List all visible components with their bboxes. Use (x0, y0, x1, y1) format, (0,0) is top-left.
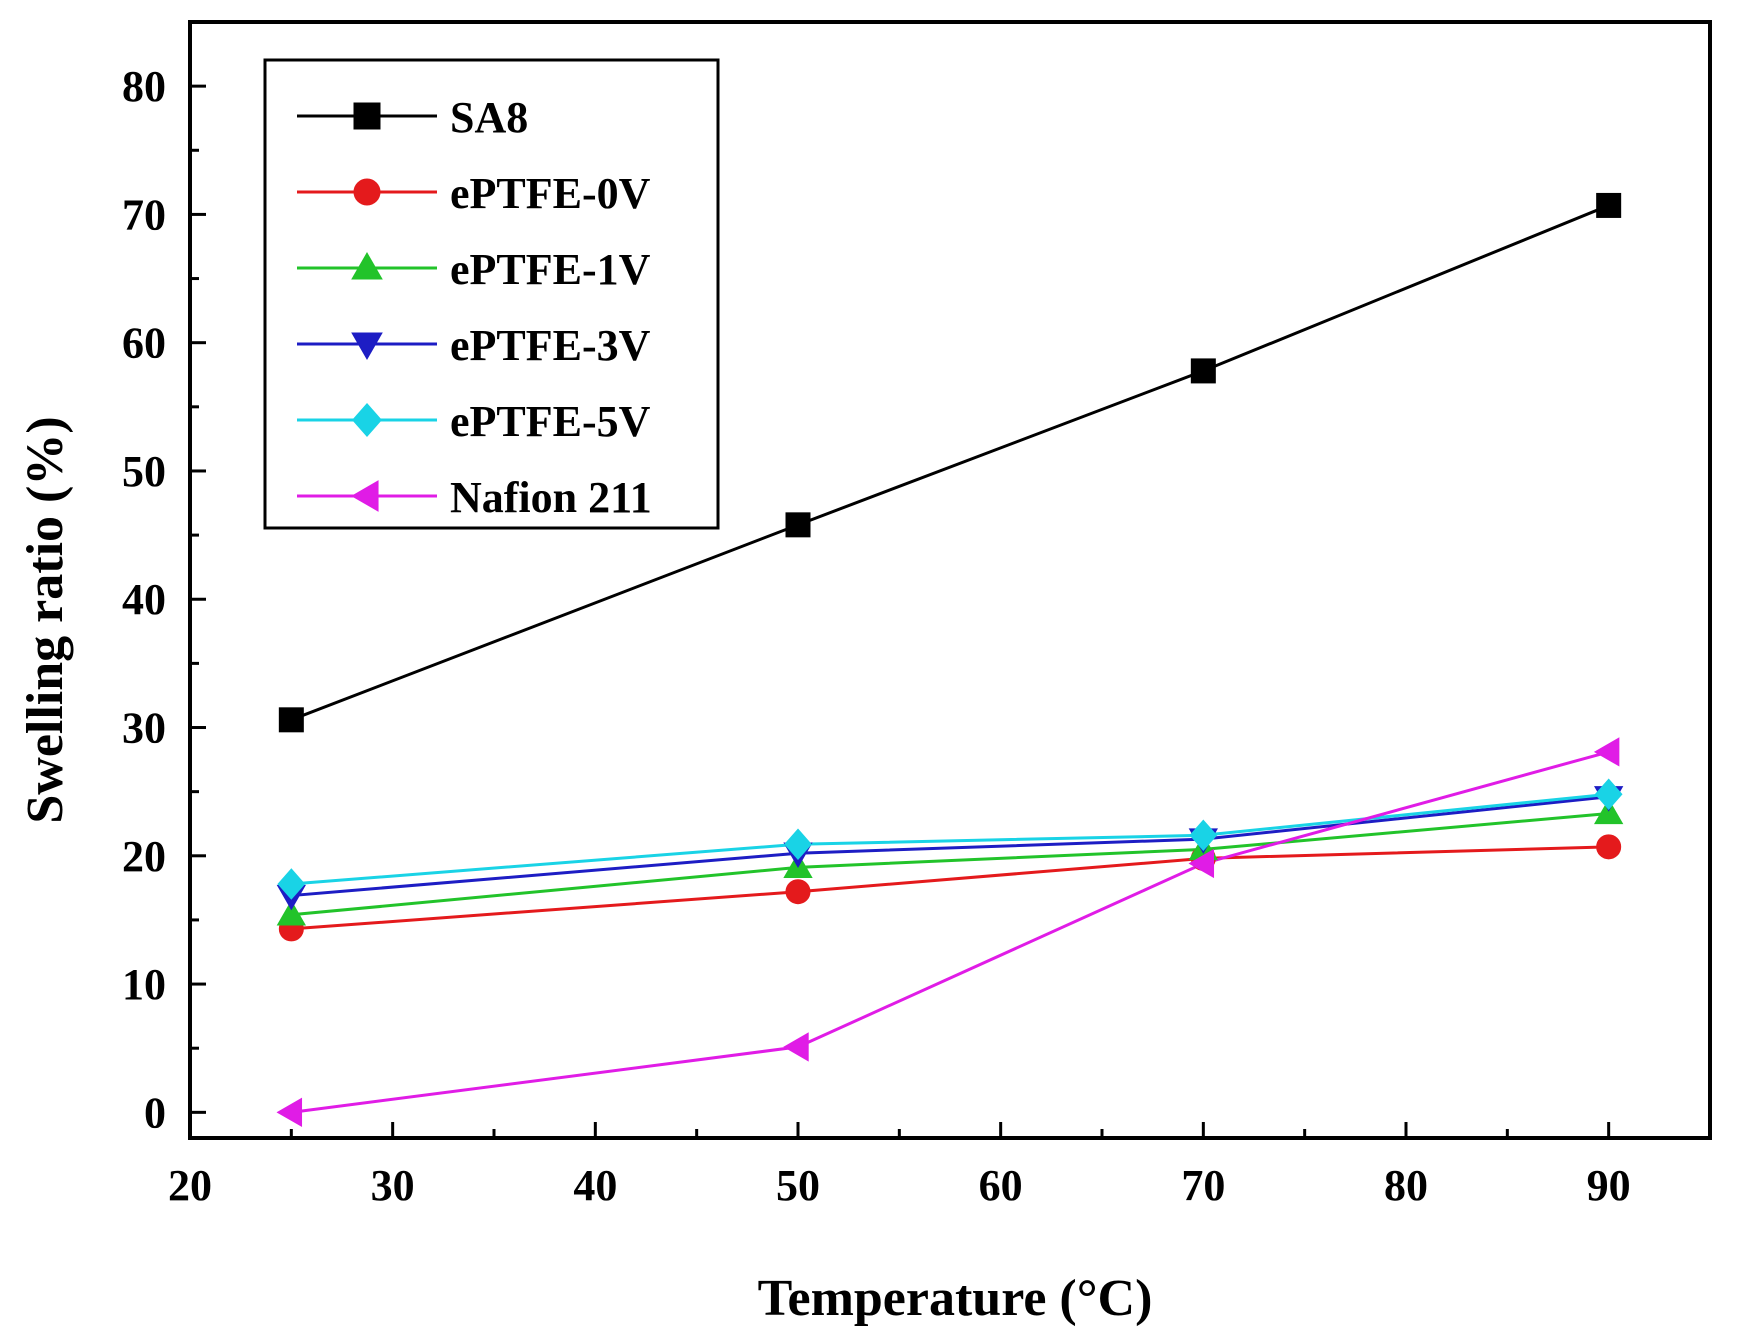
series-line-sa8 (290, 204, 1610, 722)
legend-box (263, 58, 720, 530)
y-tick-label: 80 (122, 62, 166, 111)
x-axis-title: Temperature (°C) (758, 1270, 1153, 1327)
data-point-nafion-211 (1593, 737, 1620, 767)
legend: SA8 ePTFE-0V ePTFE-1V ePTFE-3V ePTFE-5V Nafio… (263, 58, 720, 530)
y-tick-label: 30 (122, 704, 166, 753)
y-tick-label: 40 (122, 575, 166, 624)
x-tick-label: 80 (1384, 1161, 1428, 1210)
legend-label-eptfe-5v: ePTFE-5V (450, 397, 651, 446)
legend-label-eptfe-1v: ePTFE-1V (450, 245, 651, 294)
data-point-eptfe-5v (277, 868, 306, 900)
y-tick-label: 60 (122, 319, 166, 368)
data-point-eptfe-0v (1596, 834, 1622, 860)
series-line-eptfe-3v (291, 795, 1609, 898)
legend-label-nafion-211: Nafion 211 (450, 473, 652, 522)
legend-marker-eptfe-0v (353, 178, 381, 206)
series-line-eptfe-1v (291, 811, 1609, 917)
legend-marker-nafion-211 (351, 480, 379, 512)
x-tick-label: 20 (168, 1161, 212, 1210)
data-point-nafion-211 (783, 1032, 809, 1062)
data-point-nafion-211 (1188, 848, 1215, 879)
series-line-eptfe-5v (291, 792, 1609, 886)
data-point-eptfe-5v (1189, 819, 1218, 852)
y-tick-label: 0 (144, 1088, 166, 1137)
data-point-sa8 (278, 707, 304, 733)
y-tick-label: 50 (122, 447, 166, 496)
legend-marker-sa8 (353, 102, 381, 130)
x-tick-label: 50 (776, 1161, 820, 1210)
data-point-sa8 (785, 512, 811, 538)
x-tick-label: 40 (573, 1161, 617, 1210)
y-axis-title: Swelling ratio (%) (17, 416, 74, 823)
data-point-eptfe-1v (276, 899, 306, 926)
y-tick-label: 70 (122, 190, 166, 239)
data-point-eptfe-0v (785, 879, 811, 905)
series-line-nafion-211 (291, 750, 1610, 1114)
data-point-nafion-211 (276, 1097, 303, 1128)
legend-marker-eptfe-5v (352, 402, 382, 438)
y-tick-label: 10 (122, 960, 166, 1009)
x-tick-label: 90 (1587, 1161, 1631, 1210)
data-point-eptfe-1v (1594, 798, 1624, 825)
legend-label-sa8: SA8 (450, 93, 528, 142)
legend-label-eptfe-0v: ePTFE-0V (450, 169, 651, 218)
x-tick-label: 60 (979, 1161, 1023, 1210)
plot-area: 20 30 40 50 60 70 80 90 0 10 20 30 40 50 60 70 80 (122, 20, 1712, 1210)
data-point-sa8 (1190, 358, 1216, 384)
legend-marker-eptfe-3v (351, 332, 383, 360)
y-tick-label: 20 (122, 832, 166, 881)
plot-frame (188, 20, 1712, 1140)
legend-label-eptfe-3v: ePTFE-3V (450, 321, 651, 370)
data-point-eptfe-5v (784, 828, 812, 861)
x-tick-label: 70 (1181, 1161, 1225, 1210)
x-tick-label: 30 (371, 1161, 415, 1210)
data-point-sa8 (1596, 192, 1622, 218)
series-line-eptfe-0v (291, 845, 1609, 931)
data-point-eptfe-5v (1594, 778, 1623, 810)
legend-marker-eptfe-1v (351, 252, 383, 280)
